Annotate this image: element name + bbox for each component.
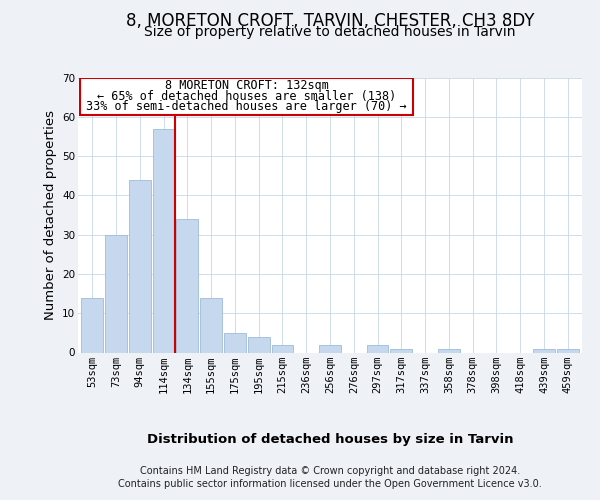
Bar bbox=[152, 128, 175, 352]
Bar bbox=[533, 348, 555, 352]
Bar bbox=[129, 180, 151, 352]
Bar bbox=[438, 348, 460, 352]
Y-axis label: Number of detached properties: Number of detached properties bbox=[44, 110, 56, 320]
Bar bbox=[200, 298, 222, 352]
Bar bbox=[105, 234, 127, 352]
Bar bbox=[272, 344, 293, 352]
Bar bbox=[82, 298, 103, 352]
Bar bbox=[224, 333, 246, 352]
Text: 8, MORETON CROFT, TARVIN, CHESTER, CH3 8DY: 8, MORETON CROFT, TARVIN, CHESTER, CH3 8… bbox=[126, 12, 534, 30]
Text: ← 65% of detached houses are smaller (138): ← 65% of detached houses are smaller (13… bbox=[97, 90, 397, 102]
Text: Size of property relative to detached houses in Tarvin: Size of property relative to detached ho… bbox=[144, 25, 516, 39]
Text: 33% of semi-detached houses are larger (70) →: 33% of semi-detached houses are larger (… bbox=[86, 100, 407, 113]
Text: Distribution of detached houses by size in Tarvin: Distribution of detached houses by size … bbox=[147, 432, 513, 446]
Bar bbox=[176, 219, 198, 352]
FancyBboxPatch shape bbox=[80, 78, 413, 115]
Bar bbox=[248, 337, 269, 352]
Text: Contains HM Land Registry data © Crown copyright and database right 2024.: Contains HM Land Registry data © Crown c… bbox=[140, 466, 520, 476]
Bar bbox=[319, 344, 341, 352]
Bar bbox=[557, 348, 578, 352]
Bar bbox=[391, 348, 412, 352]
Bar bbox=[367, 344, 388, 352]
Text: 8 MORETON CROFT: 132sqm: 8 MORETON CROFT: 132sqm bbox=[165, 79, 329, 92]
Text: Contains public sector information licensed under the Open Government Licence v3: Contains public sector information licen… bbox=[118, 479, 542, 489]
